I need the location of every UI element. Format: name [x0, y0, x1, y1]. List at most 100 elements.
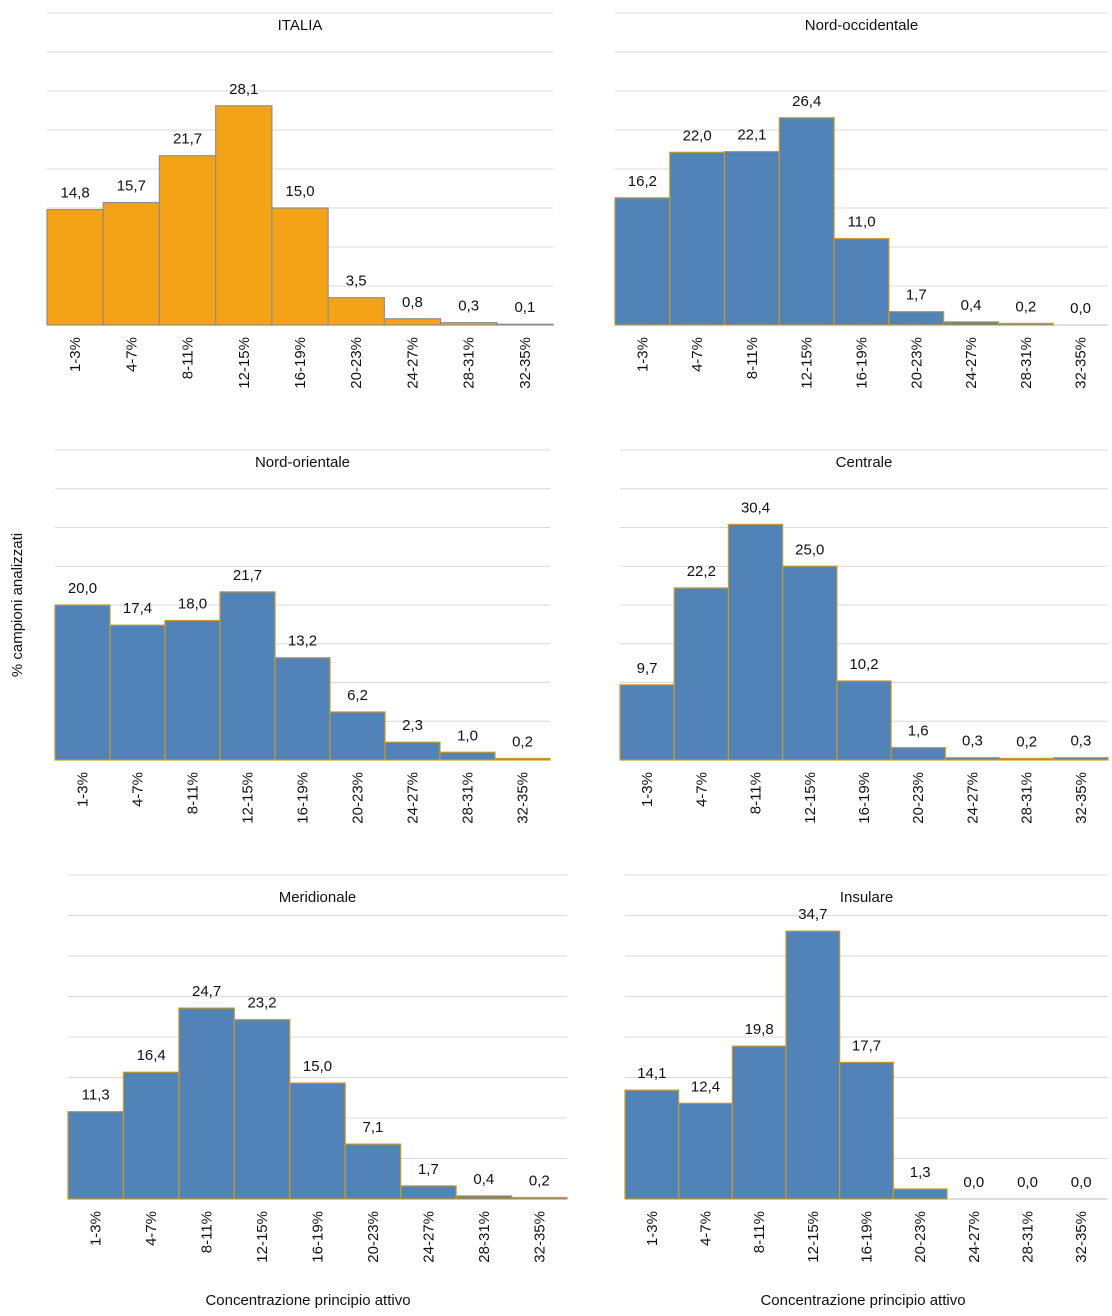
- bar: [109, 624, 166, 761]
- bar: [233, 1019, 291, 1200]
- data-label: 12,4: [691, 1078, 720, 1095]
- bar: [54, 604, 111, 761]
- tick-label: 12-15%: [799, 337, 816, 389]
- bar: [327, 297, 385, 326]
- data-label: 3,5: [346, 273, 367, 290]
- data-label: 0,0: [1071, 1174, 1092, 1191]
- tick-label: 16-19%: [292, 337, 309, 389]
- tick-label: 32-35%: [1073, 337, 1090, 389]
- data-label: 6,2: [347, 687, 368, 704]
- bar: [614, 197, 671, 326]
- bar: [839, 1061, 894, 1200]
- chart-panel: Nord-occidentale 16,2 1-3% 22,0 4-7% 22,1 8-11…: [614, 12, 1108, 389]
- bar: [494, 757, 551, 761]
- tick-label: 12-15%: [240, 772, 257, 824]
- tick-label: 28-31%: [1019, 772, 1036, 824]
- bar: [888, 311, 945, 326]
- tick-label: 24-27%: [963, 337, 980, 389]
- data-label: 24,7: [192, 983, 221, 1000]
- bar: [455, 1195, 513, 1200]
- data-label: 1,6: [908, 723, 929, 740]
- bar: [944, 757, 1001, 761]
- data-label: 11,0: [847, 214, 875, 231]
- bar: [782, 565, 838, 761]
- tick-label: 8-11%: [199, 1211, 216, 1253]
- data-label: 21,7: [233, 567, 262, 584]
- data-label: 13,2: [288, 633, 317, 650]
- bar: [329, 711, 386, 761]
- data-label: 7,1: [363, 1119, 384, 1136]
- tick-label: 12-15%: [236, 337, 253, 389]
- tick-label: 28-31%: [1018, 337, 1035, 389]
- data-label: 0,2: [1016, 733, 1037, 750]
- tick-label: 16-19%: [859, 1211, 876, 1263]
- data-label: 22,2: [687, 563, 716, 580]
- chart-panel: Centrale 9,7 1-3% 22,2 4-7% 30,4 8-11% 25,0 12-1…: [619, 449, 1109, 824]
- tick-label: 20-23%: [365, 1211, 382, 1263]
- data-label: 26,4: [792, 93, 821, 110]
- data-label: 0,0: [1017, 1174, 1038, 1191]
- data-label: 14,8: [61, 185, 90, 202]
- chart-title: Nord-orientale: [255, 454, 350, 471]
- bar: [102, 201, 161, 326]
- tick-label: 4-7%: [123, 337, 140, 372]
- tick-label: 1-3%: [634, 337, 651, 372]
- bar: [785, 930, 841, 1200]
- data-label: 15,0: [303, 1058, 332, 1075]
- data-label: 17,7: [852, 1037, 881, 1054]
- bar: [400, 1185, 457, 1200]
- tick-label: 8-11%: [180, 337, 197, 379]
- bar: [344, 1143, 402, 1200]
- chart-title: Insulare: [840, 889, 893, 906]
- tick-label: 12-15%: [805, 1211, 822, 1263]
- tick-label: 20-23%: [912, 1211, 929, 1263]
- bar: [439, 322, 498, 326]
- tick-label: 32-35%: [1073, 1211, 1090, 1263]
- tick-label: 8-11%: [748, 772, 765, 814]
- tick-label: 1-3%: [639, 772, 656, 807]
- data-label: 0,3: [1070, 733, 1091, 750]
- data-label: 0,2: [529, 1172, 550, 1189]
- tick-label: 8-11%: [744, 337, 761, 379]
- data-label: 0,0: [1070, 300, 1091, 317]
- chart-panel: ITALIA 14,8 1-3% 15,7 4-7% 21,7 8-11% 28,1 12-15…: [46, 12, 554, 389]
- tick-label: 20-23%: [910, 772, 927, 824]
- chart-title: ITALIA: [278, 17, 323, 34]
- tick-label: 16-19%: [854, 337, 871, 389]
- data-label: 22,0: [683, 127, 712, 144]
- chart-title: Meridionale: [279, 889, 357, 906]
- data-label: 1,3: [910, 1164, 931, 1181]
- tick-label: 12-15%: [802, 772, 819, 824]
- tick-label: 28-31%: [461, 337, 478, 389]
- chart-panel: Meridionale 11,3 1-3% 16,4 4-7% 24,7 8-11% 23,2…: [67, 874, 568, 1263]
- bar: [510, 1196, 568, 1200]
- tick-label: 24-27%: [420, 1211, 437, 1263]
- tick-label: 32-35%: [531, 1211, 548, 1263]
- data-label: 16,2: [628, 173, 657, 190]
- tick-label: 12-15%: [254, 1211, 271, 1263]
- tick-label: 20-23%: [908, 337, 925, 389]
- bar: [669, 151, 726, 326]
- bar: [274, 657, 331, 761]
- bar: [723, 150, 780, 326]
- bar: [219, 591, 276, 761]
- data-label: 0,0: [963, 1174, 984, 1191]
- tick-label: 8-11%: [751, 1211, 768, 1253]
- data-label: 1,7: [906, 287, 927, 304]
- data-label: 28,1: [229, 81, 258, 98]
- data-label: 0,2: [512, 733, 533, 750]
- bar: [892, 1188, 948, 1200]
- bar: [383, 318, 442, 326]
- tick-label: 24-27%: [404, 337, 421, 389]
- tick-label: 4-7%: [689, 337, 706, 372]
- chart-title: Nord-occidentale: [805, 17, 918, 34]
- tick-label: 4-7%: [130, 772, 147, 807]
- bar: [727, 523, 784, 761]
- tick-label: 24-27%: [966, 1211, 983, 1263]
- data-label: 15,7: [117, 178, 146, 195]
- tick-label: 4-7%: [698, 1211, 715, 1246]
- tick-label: 24-27%: [405, 772, 422, 824]
- tick-label: 28-31%: [460, 772, 477, 824]
- data-label: 20,0: [68, 580, 97, 597]
